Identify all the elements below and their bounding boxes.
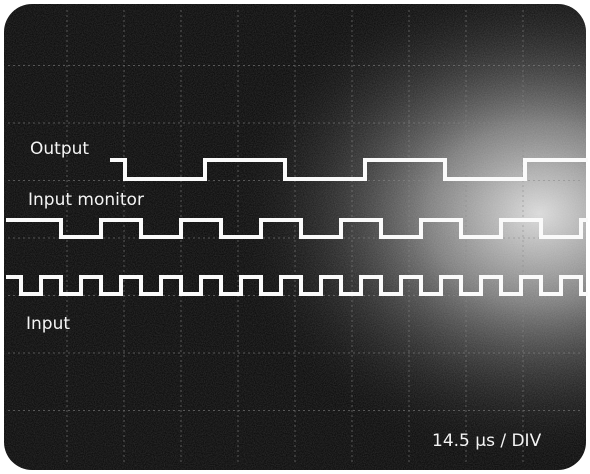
timebase-label: 14.5 µs / DIV — [432, 431, 542, 451]
page: Output Input monitor Input 14.5 µs / DIV… — [0, 0, 590, 474]
trace-label: Output — [30, 139, 89, 159]
oscilloscope-screen: Output Input monitor Input 14.5 µs / DIV — [0, 0, 590, 474]
trace-label: Input — [26, 314, 70, 334]
trace-label: Input monitor — [28, 190, 144, 210]
